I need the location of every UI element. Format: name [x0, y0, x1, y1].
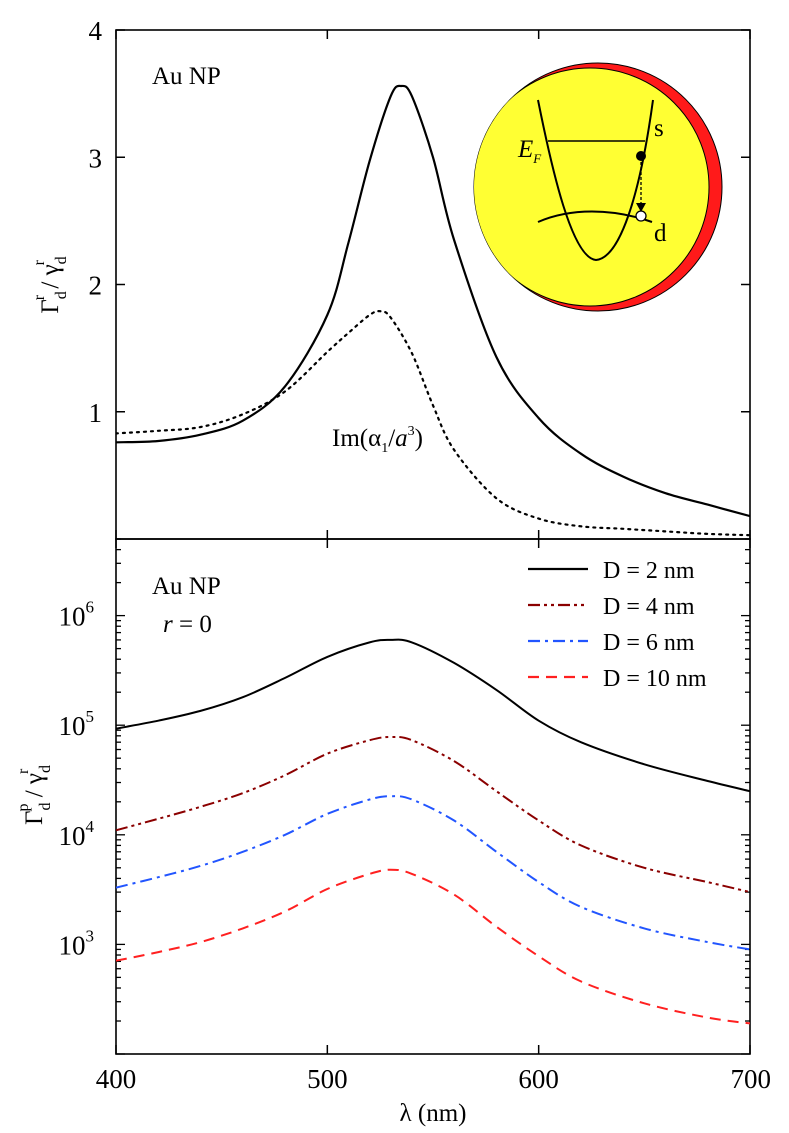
top-y-tick-label: 4	[89, 16, 103, 46]
series-line-d-10-nm	[116, 868, 750, 1025]
transition-arrowhead	[636, 203, 646, 212]
bottom-y-tick-label: 104	[59, 817, 95, 851]
bottom-y-tick-label: 103	[59, 926, 95, 960]
r-equals-zero-label: r = 0	[163, 611, 212, 638]
x-tick-label: 700	[731, 1064, 772, 1094]
series-line-d-2-nm	[116, 638, 750, 793]
bottom-y-tick-label: 106	[59, 598, 95, 632]
top-panel-title: Au NP	[152, 63, 221, 90]
sphere-face	[474, 67, 710, 307]
bottom-series-group	[116, 638, 750, 1025]
top-y-tick-label: 1	[89, 398, 103, 428]
fermi-energy-label: EF	[517, 136, 542, 166]
top-series-group	[116, 84, 750, 537]
filled-electron-dot	[636, 151, 646, 161]
inset-band-diagram: EF s d	[473, 62, 723, 312]
legend-label-d-4-nm: D = 4 nm	[603, 594, 695, 620]
series-line-d-6-nm	[116, 795, 750, 951]
top-y-axis-label: Γdr / γdr	[31, 256, 70, 313]
bottom-panel-title: Au NP	[152, 573, 221, 600]
bottom-panel: 103 104 105 106 400 500 600 700 Au NP r = 0 D …	[15, 538, 771, 1127]
top-panel: 1 2 3 4 Au NP Im(α1/a3) Γdr / γdr EF s d	[31, 16, 751, 540]
series-line-im-1-a-3	[116, 310, 750, 537]
x-tick-label: 400	[96, 1064, 137, 1094]
legend-label-d-10-nm: D = 10 nm	[603, 666, 707, 692]
bottom-y-axis-label: Γdp / γdr	[15, 765, 54, 825]
im-alpha-annotation: Im(α1/a3)	[332, 424, 423, 456]
top-y-ticks: 1 2 3 4	[89, 16, 750, 428]
hole-dot	[635, 210, 647, 222]
legend-label-d-6-nm: D = 6 nm	[603, 630, 695, 656]
x-tick-label: 600	[518, 1064, 559, 1094]
top-y-tick-label: 2	[89, 271, 103, 301]
s-band-label: s	[654, 115, 664, 142]
s-band-parabola	[537, 99, 654, 262]
legend-label-d-2-nm: D = 2 nm	[603, 558, 695, 584]
top-x-ticks	[115, 30, 751, 539]
d-band-label: d	[654, 220, 667, 247]
top-y-tick-label: 3	[89, 143, 103, 173]
legend: D = 2 nm D = 4 nm D = 6 nm D = 10 nm	[528, 558, 707, 692]
series-line-d-4-nm	[116, 735, 750, 894]
bottom-plot-frame	[115, 538, 751, 1055]
bottom-x-ticks: 400 500 600 700	[96, 539, 771, 1094]
x-tick-label: 500	[307, 1064, 348, 1094]
bottom-y-ticks: 103 104 105 106	[59, 538, 750, 1055]
bottom-y-tick-label: 105	[59, 707, 95, 741]
x-axis-label: λ (nm)	[400, 1100, 467, 1127]
series-line-d-r-d-r	[116, 84, 750, 518]
